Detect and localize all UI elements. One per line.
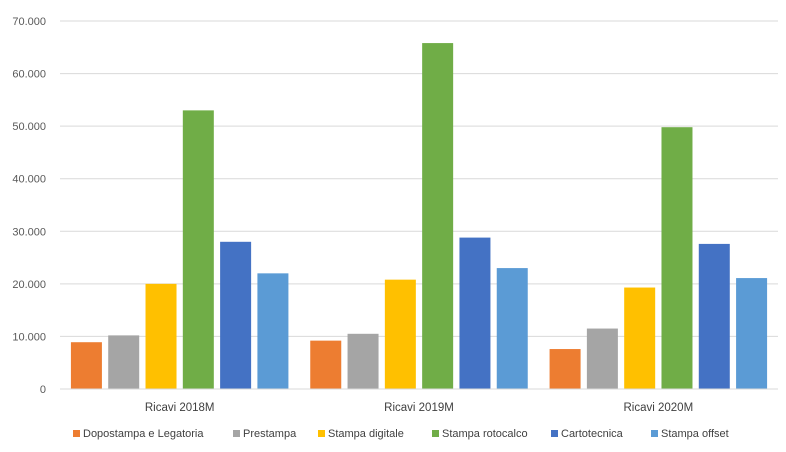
bar-stampa-offset-2 — [496, 268, 528, 389]
legend-label: Stampa offset — [661, 428, 729, 440]
bar-stampa-digitale-3 — [624, 287, 656, 389]
y-axis-ticks: 0 10.000 20.000 30.000 40.000 50.000 60.000 70.… — [12, 16, 46, 396]
bar-cartotecnica-1 — [220, 241, 252, 389]
legend-swatch — [73, 430, 80, 437]
bar-stampa-rotocalco-3 — [661, 127, 693, 390]
y-tick-label: 70.000 — [12, 16, 46, 28]
grid-lines — [60, 20, 778, 337]
x-tick-label: Ricavi 2019M — [384, 402, 454, 414]
legend-swatch — [233, 430, 240, 437]
bar-dopostampa-e-legatoria-1 — [70, 342, 102, 389]
y-tick-label: 30.000 — [12, 226, 46, 238]
y-tick-label: 20.000 — [12, 279, 46, 291]
legend-label: Cartotecnica — [561, 428, 624, 440]
legend-label: Stampa digitale — [328, 428, 404, 440]
bar-stampa-offset-3 — [736, 278, 768, 389]
legend-swatch — [318, 430, 325, 437]
y-tick-label: 40.000 — [12, 174, 46, 186]
y-tick-label: 10.000 — [12, 331, 46, 343]
x-axis-labels: Ricavi 2018M Ricavi 2019M Ricavi 2020M — [145, 402, 693, 414]
y-tick-label: 60.000 — [12, 69, 46, 81]
legend: Dopostampa e Legatoria Prestampa Stampa di… — [73, 428, 729, 440]
bar-cartotecnica-3 — [698, 243, 730, 389]
bar-stampa-rotocalco-2 — [422, 43, 454, 389]
bar-prestampa-2 — [347, 333, 379, 389]
legend-label: Prestampa — [243, 428, 297, 440]
legend-label: Stampa rotocalco — [442, 428, 528, 440]
x-tick-label: Ricavi 2018M — [145, 402, 215, 414]
bar-stampa-rotocalco-1 — [182, 110, 214, 389]
bar-cartotecnica-2 — [459, 237, 491, 389]
legend-label: Dopostampa e Legatoria — [83, 428, 204, 440]
bar-dopostampa-e-legatoria-2 — [310, 340, 342, 389]
x-tick-label: Ricavi 2020M — [623, 402, 693, 414]
bar-prestampa-3 — [586, 328, 618, 389]
y-tick-label: 50.000 — [12, 121, 46, 133]
bar-stampa-offset-1 — [257, 273, 289, 389]
legend-swatch — [551, 430, 558, 437]
y-tick-label: 0 — [40, 384, 46, 396]
legend-swatch — [432, 430, 439, 437]
bar-stampa-digitale-2 — [384, 279, 416, 389]
bar-prestampa-1 — [108, 335, 140, 389]
legend-swatch — [651, 430, 658, 437]
bar-dopostampa-e-legatoria-3 — [549, 349, 581, 389]
bar-stampa-digitale-1 — [145, 283, 177, 389]
bars — [70, 43, 768, 390]
